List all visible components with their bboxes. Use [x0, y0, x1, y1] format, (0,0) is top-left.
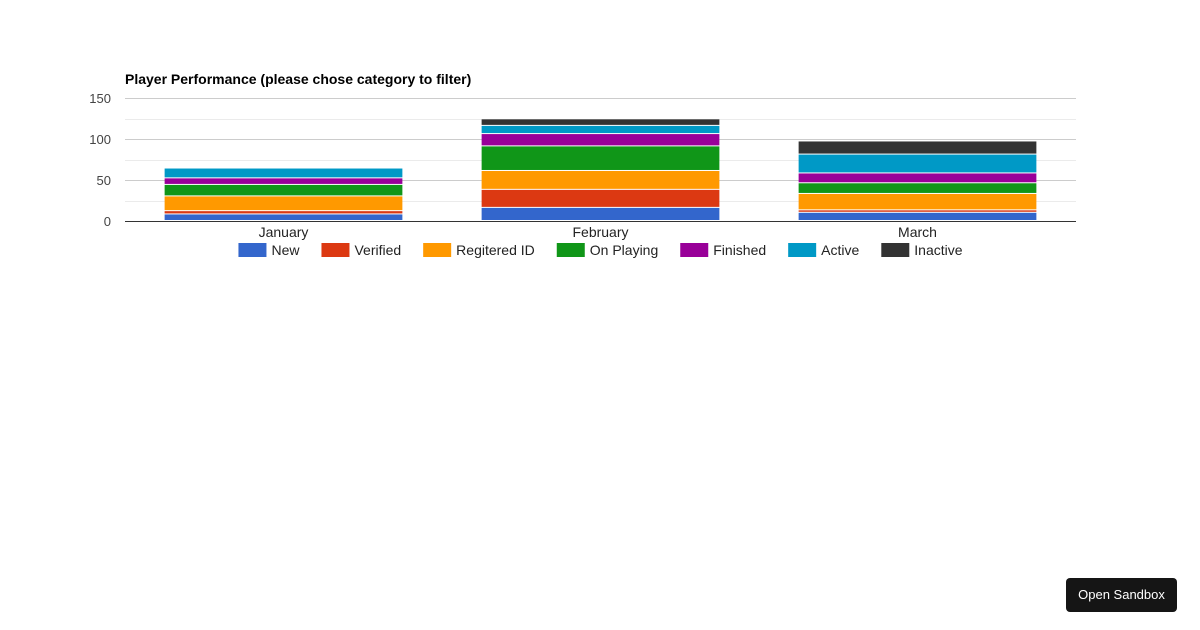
bar-segment[interactable]	[481, 207, 720, 220]
bar-segment[interactable]	[164, 196, 403, 211]
y-tick-label: 100	[89, 132, 111, 147]
chart-title: Player Performance (please chose categor…	[125, 71, 471, 87]
x-tick-label: March	[898, 224, 937, 240]
bar-segment[interactable]	[798, 173, 1037, 183]
bar-segment[interactable]	[798, 141, 1037, 154]
legend[interactable]: New Verified Regitered ID On Playing Finishe…	[238, 242, 963, 258]
bar-segment[interactable]	[798, 154, 1037, 173]
bar-segment[interactable]	[798, 210, 1037, 212]
legend-swatch	[680, 243, 709, 257]
legend-label: New	[271, 242, 300, 258]
legend-swatch	[881, 243, 910, 257]
open-sandbox-button[interactable]: Open Sandbox	[1066, 578, 1177, 612]
legend-swatch	[556, 243, 585, 257]
bar-segment[interactable]	[798, 193, 1037, 210]
legend-swatch	[321, 243, 350, 257]
bar-segment[interactable]	[164, 178, 403, 184]
legend-label: On Playing	[590, 242, 658, 258]
bar-segment[interactable]	[164, 168, 403, 178]
x-tick-label: January	[259, 224, 309, 240]
legend-item[interactable]: Regitered ID	[423, 242, 535, 258]
legend-label: Active	[821, 242, 859, 258]
player-performance-chart: Player Performance (please chose categor…	[0, 0, 1200, 280]
bars[interactable]	[164, 119, 1037, 220]
chart-svg: Player Performance (please chose categor…	[89, 71, 1076, 258]
bar-segment[interactable]	[481, 170, 720, 189]
legend-swatch	[423, 243, 452, 257]
y-axis: 0 50 100 150	[89, 91, 111, 229]
bar-segment[interactable]	[798, 183, 1037, 193]
legend-label: Finished	[713, 242, 766, 258]
legend-label: Inactive	[914, 242, 962, 258]
bar-segment[interactable]	[481, 146, 720, 170]
bar-segment[interactable]	[164, 211, 403, 214]
bar-segment[interactable]	[481, 125, 720, 134]
bar-segment[interactable]	[798, 212, 1037, 220]
legend-label: Verified	[354, 242, 401, 258]
bar-segment[interactable]	[481, 119, 720, 125]
bar-segment[interactable]	[164, 214, 403, 220]
legend-swatch	[788, 243, 817, 257]
bar-segment[interactable]	[164, 184, 403, 196]
y-tick-label: 0	[104, 214, 111, 229]
legend-label: Regitered ID	[456, 242, 535, 258]
bar-segment[interactable]	[481, 134, 720, 146]
legend-item[interactable]: Active	[788, 242, 860, 258]
x-tick-label: February	[572, 224, 628, 240]
legend-item[interactable]: Inactive	[881, 242, 963, 258]
bar-segment[interactable]	[481, 189, 720, 207]
legend-item[interactable]: On Playing	[556, 242, 658, 258]
y-tick-label: 150	[89, 91, 111, 106]
x-axis: January February March	[259, 224, 937, 240]
legend-item[interactable]: New	[238, 242, 300, 258]
legend-item[interactable]: Finished	[680, 242, 766, 258]
legend-item[interactable]: Verified	[321, 242, 401, 258]
y-tick-label: 50	[97, 173, 111, 188]
legend-swatch	[238, 243, 267, 257]
